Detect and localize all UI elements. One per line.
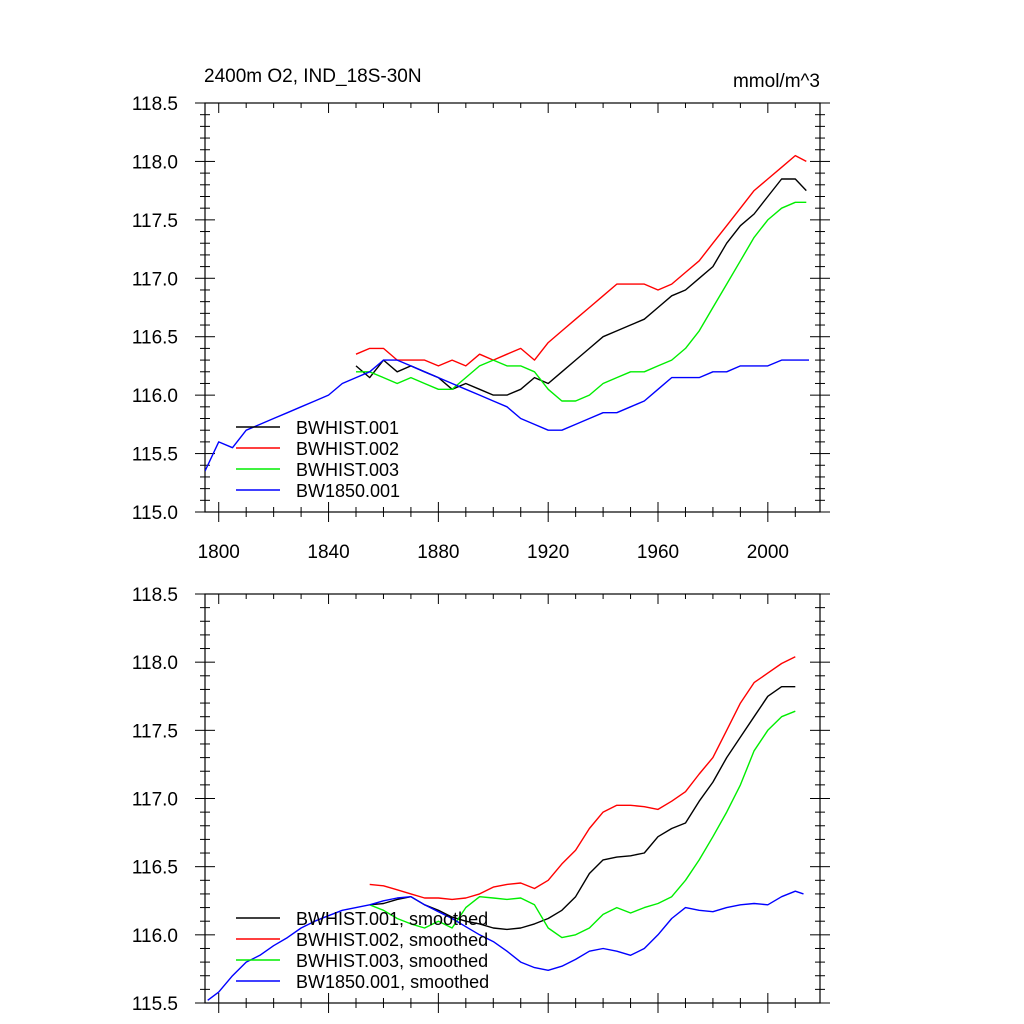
series-line-bwhist-002-smoothed — [369, 656, 796, 901]
legend-label: BWHIST.001, smoothed — [296, 909, 488, 929]
series-line-bwhist-002 — [355, 154, 807, 367]
y-tick-label: 118.0 — [132, 152, 178, 173]
x-tick-label: 2000 — [747, 542, 789, 563]
series-line-bw1850-001-smoothed — [207, 890, 804, 1001]
y-tick-label: 115.0 — [132, 503, 178, 524]
y-tick-label: 117.0 — [132, 269, 178, 290]
y-tick-label: 115.5 — [132, 445, 178, 466]
y-tick-label: 118.5 — [132, 94, 178, 115]
y-tick-label: 118.0 — [132, 653, 178, 674]
x-tick-label: 1880 — [417, 542, 459, 563]
legend-label: BWHIST.001 — [296, 418, 399, 438]
top-panel: 1800 1840 1880 1920 1960 2000 115.0 115.5 116.0 1… — [132, 94, 830, 563]
series-group — [205, 154, 809, 472]
series-line-bwhist-003-smoothed — [369, 710, 796, 939]
x-tick-label: 1920 — [527, 542, 569, 563]
legend-label: BW1850.001, smoothed — [296, 972, 489, 992]
y-tick-label: 118.5 — [132, 585, 178, 606]
x-tick-label: 1800 — [198, 542, 240, 563]
x-tick-label: 1840 — [307, 542, 349, 563]
y-tick-label: 117.5 — [132, 721, 178, 742]
y-tick-label: 117.0 — [132, 790, 178, 811]
chart-title: 2400m O2, IND_18S-30N — [204, 66, 422, 87]
x-tick-label: 1960 — [637, 542, 679, 563]
legend-label: BW1850.001 — [296, 481, 400, 501]
series-group — [207, 656, 804, 1001]
legend-label: BWHIST.003 — [296, 460, 399, 480]
y-tick-label: 116.0 — [132, 926, 178, 947]
y-tick-label: 116.5 — [132, 858, 178, 879]
legend-label: BWHIST.002 — [296, 439, 399, 459]
y-tick-label: 117.5 — [132, 211, 178, 232]
series-line-bwhist-003 — [356, 201, 807, 402]
units-label: mmol/m^3 — [733, 71, 820, 92]
series-line-bw1850-001 — [205, 359, 809, 472]
series-line-bwhist-001-smoothed — [369, 686, 796, 931]
legend-label: BWHIST.003, smoothed — [296, 951, 488, 971]
y-tick-label: 115.5 — [132, 994, 178, 1015]
plot-frame — [204, 102, 821, 513]
y-tick-label: 116.0 — [132, 386, 178, 407]
y-tick-label: 116.5 — [132, 328, 178, 349]
legend-label: BWHIST.002, smoothed — [296, 930, 488, 950]
bottom-panel: 115.5 116.0 116.5 117.0 117.5 118.0 118.5 BWHIS… — [132, 585, 830, 1015]
